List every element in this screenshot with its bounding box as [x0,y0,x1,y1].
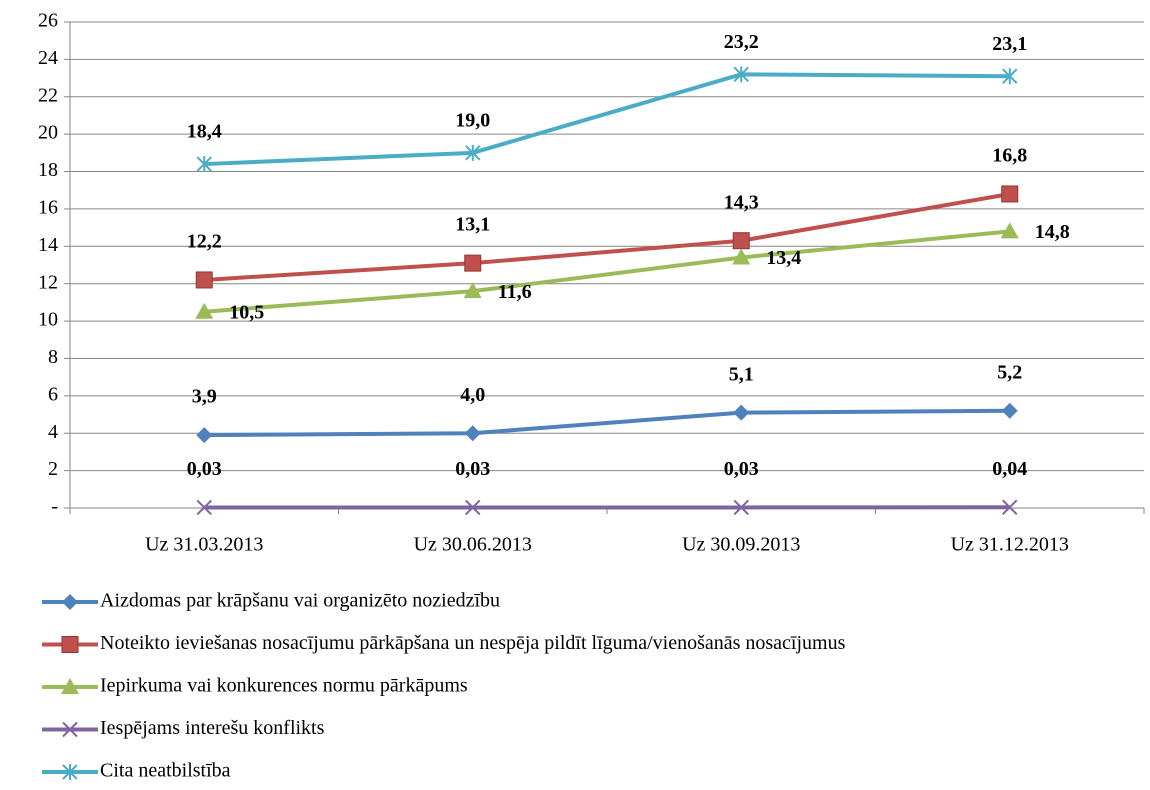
value-label: 4,0 [460,384,485,406]
legend-label: Noteikto ieviešanas nosacījumu pārkāpšan… [100,632,846,654]
marker [195,271,213,289]
marker [733,499,749,516]
marker [1001,402,1018,419]
value-label: 5,1 [729,363,754,385]
legend-label: Iepirkuma vai konkurences normu pārkāpum… [100,675,468,697]
value-label: 14,3 [724,191,759,213]
y-tick-label: 26 [38,10,58,32]
value-label: 13,1 [455,214,490,236]
x-tick-label: Uz 31.03.2013 [145,534,263,556]
y-tick-label: 20 [38,122,58,144]
marker [1002,499,1018,515]
value-label: 10,5 [229,301,264,323]
value-label: 19,0 [455,109,490,131]
value-label: 0,03 [724,458,759,480]
marker [62,594,78,610]
y-tick-label: 8 [48,346,58,368]
legend-label: Iespējams interešu konflikts [100,717,325,739]
series-line [204,72,1010,167]
marker [733,66,749,83]
y-tick-label: 18 [38,159,58,181]
marker [62,764,78,780]
y-tick-label: 16 [38,197,58,219]
value-label: 13,4 [766,247,801,269]
marker [196,156,212,173]
marker [61,678,79,694]
y-tick-label: 22 [38,84,58,106]
marker [464,425,481,442]
x-tick-label: Uz 30.06.2013 [414,534,532,556]
y-tick-label: 4 [48,421,58,443]
marker [61,636,79,653]
marker [196,499,212,516]
value-label: 18,4 [187,121,222,143]
x-tick-label: Uz 30.09.2013 [682,534,800,556]
marker [1000,222,1019,239]
value-label: 0,04 [992,458,1027,480]
series-line [204,408,1010,438]
value-label: 14,8 [1035,221,1070,243]
series-line [204,229,1010,314]
marker [732,248,751,265]
series-line [204,191,1011,282]
marker [62,721,78,738]
y-tick-label: 2 [48,458,58,480]
value-label: 23,2 [724,31,759,53]
y-tick-label: 12 [38,271,58,293]
marker [1002,68,1018,85]
marker [464,254,482,272]
marker [463,282,482,299]
marker [733,404,750,421]
marker [465,144,481,161]
marker [465,499,481,516]
value-label: 23,1 [992,33,1027,55]
x-tick-label: Uz 31.12.2013 [951,534,1069,556]
y-tick-label: 6 [48,383,58,405]
value-label: 5,2 [997,361,1022,383]
value-label: 3,9 [192,386,217,408]
value-label: 0,03 [455,458,490,480]
y-tick-label: 10 [38,309,58,331]
marker [195,302,214,319]
legend-label: Aizdomas par krāpšanu vai organizēto noz… [100,590,500,612]
y-tick-label: - [51,496,58,518]
legend-label: Cita neatbilstība [100,760,231,782]
marker [732,232,750,250]
y-tick-label: 24 [38,47,58,69]
y-tick-label: 14 [38,234,58,256]
value-label: 0,03 [187,458,222,480]
value-label: 11,6 [498,281,532,303]
value-label: 12,2 [187,231,222,253]
marker [1001,185,1019,203]
value-label: 16,8 [992,145,1027,167]
marker [196,427,213,444]
